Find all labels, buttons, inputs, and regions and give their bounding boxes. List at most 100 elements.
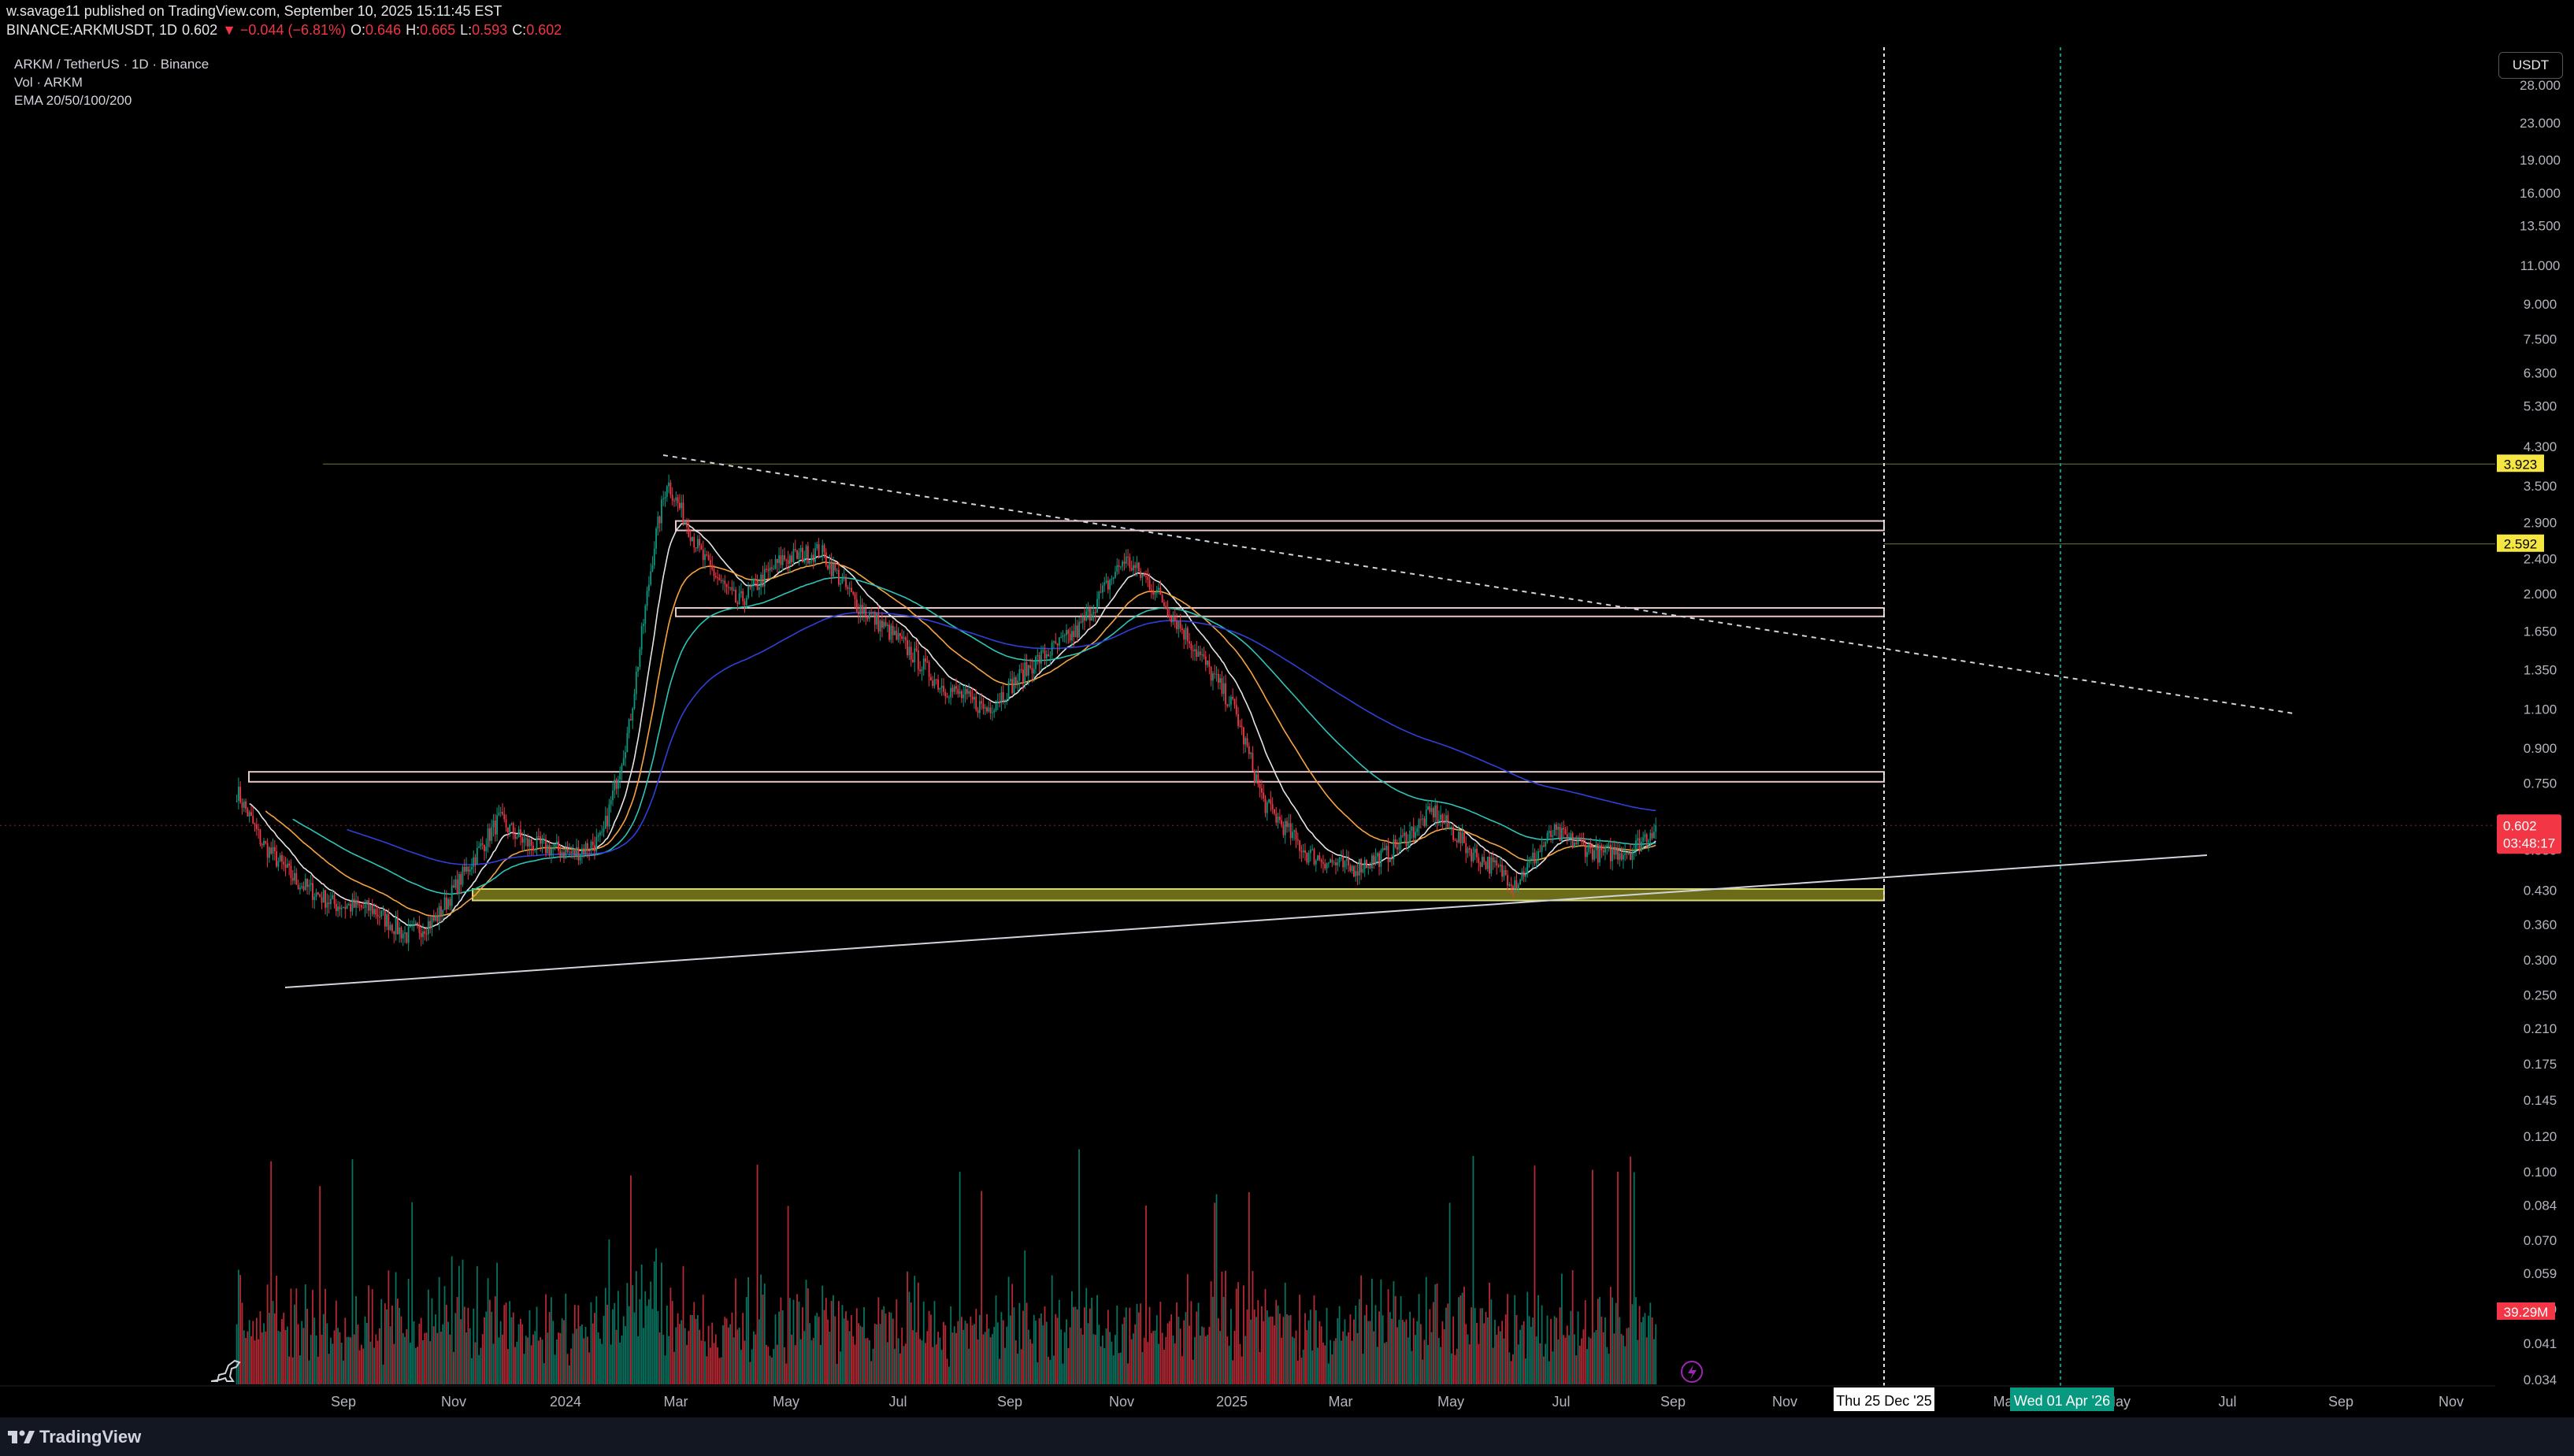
candle-body [388, 914, 390, 931]
candle-body [521, 837, 524, 843]
volume-bar [1635, 1297, 1637, 1384]
volume-bar [785, 1363, 788, 1384]
candle-body [1302, 850, 1304, 853]
time-tick: Nov [441, 1394, 466, 1410]
volume-bar [592, 1323, 594, 1384]
volume-bar [982, 1334, 985, 1384]
candle-body [400, 927, 402, 939]
candle-body [597, 835, 599, 837]
candle-body [1166, 607, 1169, 616]
tradingview-logo[interactable]: TradingView [8, 1427, 141, 1447]
volume-bar [1109, 1332, 1111, 1384]
volume-bar [1219, 1331, 1222, 1384]
candle-body [836, 569, 838, 571]
volume-bar [413, 1321, 415, 1384]
zone-rectangle[interactable] [472, 887, 1885, 902]
zone-rectangle[interactable] [675, 520, 1885, 532]
volume-bar [1543, 1356, 1545, 1384]
volume-bar [1319, 1321, 1321, 1384]
candle-body [1009, 679, 1011, 682]
candle-body [640, 626, 643, 650]
candle-body [1081, 617, 1084, 623]
volume-bar [852, 1336, 855, 1384]
candle-body [436, 915, 439, 922]
volume-bar [989, 1337, 992, 1384]
volume-bar [1204, 1336, 1207, 1384]
descending-trendline[interactable] [662, 454, 2294, 714]
dinosaur-icon[interactable] [206, 1354, 244, 1386]
candle-body [1387, 846, 1389, 862]
candle-body [749, 585, 751, 587]
volume-bar [1508, 1352, 1511, 1384]
volume-bar [1655, 1324, 1657, 1384]
volume-bar [601, 1343, 603, 1384]
candle-body [499, 812, 502, 813]
zone-rectangle[interactable] [675, 607, 1885, 617]
volume-bar [503, 1305, 506, 1384]
volume-bar [1467, 1334, 1469, 1384]
volume-bar [1504, 1314, 1507, 1384]
volume-bar [1422, 1359, 1424, 1384]
candle-body [532, 845, 534, 850]
candle-body [438, 906, 440, 922]
volume-bar [1609, 1287, 1612, 1384]
price-tick: 0.145 [2524, 1093, 2557, 1108]
candle-body [332, 895, 334, 899]
candle-body [380, 910, 383, 917]
candle-body [1402, 835, 1404, 836]
candle-body [1418, 819, 1420, 828]
volume-bar [1624, 1346, 1626, 1384]
candle-body [1436, 805, 1438, 821]
candle-body [386, 914, 388, 927]
lightning-icon-glyph [1688, 1365, 1697, 1380]
volume-bar [1578, 1345, 1581, 1384]
volume-bar [664, 1355, 666, 1384]
candle-body [424, 931, 426, 934]
volume-bar [1263, 1321, 1265, 1384]
legend-ema[interactable]: EMA 20/50/100/200 [14, 93, 132, 108]
zone-rectangle[interactable] [248, 771, 1885, 783]
currency-button[interactable]: USDT [2498, 52, 2563, 79]
volume-bar [646, 1306, 648, 1384]
volume-bar [908, 1291, 911, 1384]
price-tick: 0.084 [2524, 1199, 2557, 1213]
volume-bar [1574, 1334, 1575, 1384]
candle-body [1309, 849, 1311, 854]
volume-bar [458, 1265, 460, 1384]
volume-bar [633, 1312, 636, 1384]
candle-body [1617, 847, 1619, 860]
volume-bar [258, 1339, 260, 1384]
legend-volume[interactable]: Vol · ARKM [14, 75, 83, 90]
candle-body [1508, 884, 1511, 886]
candle-body [1100, 591, 1102, 593]
volume-bar [706, 1356, 708, 1384]
candle-body [834, 563, 836, 571]
candle-body [606, 816, 608, 827]
volume-bar [440, 1332, 442, 1384]
time-tick: May [1437, 1394, 1464, 1410]
candle-body [908, 646, 911, 655]
legend-symbol[interactable]: ARKM / TetherUS · 1D · Binance [14, 57, 210, 72]
candle-body [530, 839, 532, 846]
candle-body [682, 502, 684, 524]
volume-bar [1407, 1337, 1409, 1384]
volume-bar [1604, 1317, 1606, 1384]
price-tick: 1.350 [2524, 662, 2557, 677]
volume-bar [1252, 1271, 1254, 1384]
volume-bar [1452, 1316, 1455, 1384]
candle-body [825, 552, 827, 565]
volume-bar [888, 1312, 891, 1384]
volume-bar [1450, 1353, 1452, 1384]
price-axis-label-text: 39.29M [2504, 1305, 2549, 1320]
lightning-icon[interactable] [1681, 1361, 1703, 1383]
volume-bar [1239, 1343, 1241, 1384]
candle-body [1084, 617, 1085, 621]
ascending-trendline[interactable] [284, 854, 2208, 988]
volume-bar [1448, 1202, 1451, 1384]
volume-bar [1366, 1305, 1367, 1384]
volume-bar [301, 1321, 303, 1384]
volume-bar [460, 1319, 462, 1384]
price-axis[interactable] [2495, 44, 2574, 1417]
candle-body [595, 836, 598, 852]
